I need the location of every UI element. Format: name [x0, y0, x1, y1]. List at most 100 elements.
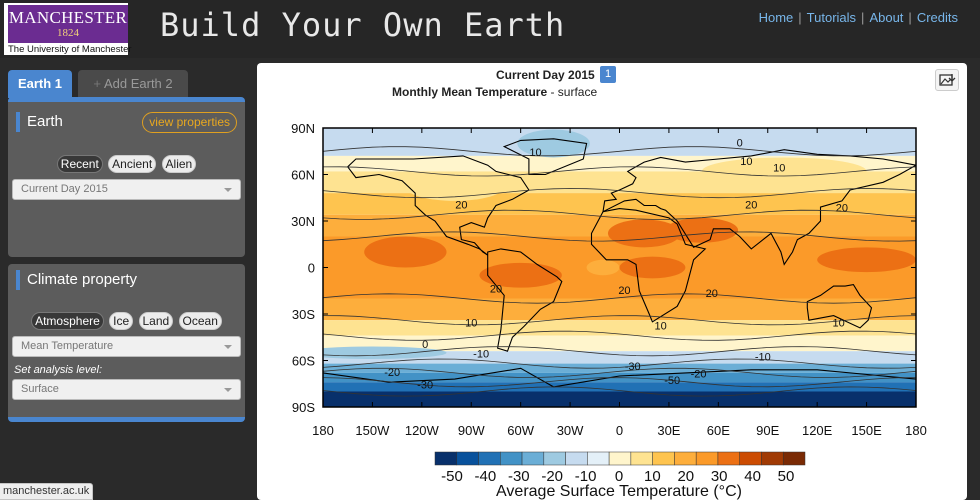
tab-add-earth-2[interactable]: + Add Earth 2 [78, 70, 188, 98]
save-image-button[interactable] [935, 69, 959, 91]
earth-select[interactable]: Current Day 2015 [12, 179, 241, 200]
y-tick-label: 90N [291, 121, 315, 136]
logo-university: The University of Manchester [8, 44, 132, 55]
contour-label: 20 [745, 200, 757, 212]
sphere-button-ocean[interactable]: Ocean [178, 312, 222, 330]
temperature-anomaly [701, 157, 867, 186]
nav-about[interactable]: About [869, 10, 904, 25]
x-tick-label: 0 [616, 423, 623, 438]
level-select[interactable]: Surface [12, 379, 241, 400]
temperature-field [323, 128, 916, 407]
logo-year: 1824 [57, 27, 79, 39]
landmass-outline [323, 367, 916, 407]
sphere-button-atmosphere[interactable]: Atmosphere [31, 312, 104, 330]
sphere-button-group: Atmosphere Ice Land Ocean [8, 312, 245, 330]
contour-line [323, 358, 916, 369]
contour-label: 10 [832, 317, 844, 329]
temperature-band [323, 382, 916, 392]
colorbar-tick-label: -10 [575, 468, 597, 485]
x-tick-label: 120W [405, 423, 440, 438]
plus-icon: + [93, 76, 101, 91]
nav-home[interactable]: Home [758, 10, 794, 25]
temperature-anomaly [817, 247, 916, 273]
colorbar-tick-label: 10 [644, 468, 661, 485]
colorbar-swatch [695, 451, 719, 466]
chevron-down-icon [224, 188, 232, 192]
university-logo[interactable]: MANCHESTER 1824 The University of Manche… [4, 3, 132, 55]
contour-line [323, 386, 916, 397]
map-subtitle-variable: Monthly Mean Temperature [392, 85, 548, 99]
colorbar-swatch [608, 451, 632, 466]
era-button-recent[interactable]: Recent [56, 155, 103, 173]
x-tick-label: 180 [905, 423, 927, 438]
temperature-band [323, 320, 916, 336]
contour-label: -20 [691, 369, 707, 381]
x-tick-label: 90W [458, 423, 485, 438]
earth-panel: Earth view properties Recent Ancient Ali… [8, 97, 245, 257]
app-header: MANCHESTER 1824 The University of Manche… [0, 0, 980, 58]
contour-line [323, 367, 916, 378]
coastlines [323, 138, 916, 407]
view-properties-button[interactable]: view properties [142, 112, 237, 133]
nav-tutorials[interactable]: Tutorials [806, 10, 857, 25]
contour-label: 10 [740, 156, 752, 168]
colorbar-swatch [761, 451, 784, 466]
contour-label: 20 [706, 288, 718, 300]
contour-label: 20 [490, 283, 502, 295]
era-button-alien[interactable]: Alien [161, 155, 197, 173]
colorbar-tick-label: 50 [778, 468, 795, 485]
nav-credits[interactable]: Credits [916, 10, 958, 25]
era-button-ancient[interactable]: Ancient [108, 155, 157, 173]
temperature-band [323, 298, 916, 321]
logo-name: MANCHESTER [8, 8, 128, 27]
contour-lines: 0 10 10 10 20 20 20 20 20 20 10 10 10 0 -10 -10 -20 -20 -3… [323, 138, 916, 397]
colorbar-tick-label: 0 [615, 468, 623, 485]
sphere-button-ice[interactable]: Ice [109, 312, 134, 330]
colorbar-tick-label: -30 [508, 468, 530, 485]
contour-label: -10 [755, 352, 771, 364]
landmass-outline [590, 208, 707, 323]
climate-panel-title: Climate property [16, 270, 137, 290]
contour-line [323, 146, 916, 157]
top-nav: Home | Tutorials | About | Credits [759, 10, 958, 25]
property-select[interactable]: Mean Temperature [12, 336, 241, 357]
contour-label: 0 [737, 138, 743, 150]
nav-separator: | [798, 10, 802, 25]
contour-line [323, 231, 916, 242]
landmass-outline [502, 138, 588, 176]
temperature-anomaly [619, 256, 686, 279]
colorbar-swatch [674, 451, 697, 466]
nav-separator: | [908, 10, 912, 25]
temperature-band [323, 351, 916, 364]
y-tick-label: 30S [292, 307, 315, 322]
map-subtitle: Monthly Mean Temperature - surface [392, 85, 597, 99]
level-select-value: Surface [21, 383, 59, 395]
image-download-icon [939, 74, 956, 86]
chevron-down-icon [224, 345, 232, 349]
earth-panel-title: Earth [16, 112, 63, 132]
temperature-anomaly [364, 236, 447, 268]
colorbar-tick-label: -20 [541, 468, 563, 485]
tab-earth-1[interactable]: Earth 1 [8, 70, 72, 98]
x-tick-label: 30W [557, 423, 584, 438]
contour-label: -30 [625, 361, 641, 373]
colorbar-swatch [652, 451, 675, 466]
sphere-button-land[interactable]: Land [138, 312, 174, 330]
contour-label: -10 [473, 348, 489, 360]
contour-label: 10 [465, 317, 477, 329]
colorbar-swatch [717, 451, 740, 466]
colorbar-tick-label: 40 [744, 468, 761, 485]
status-bar: manchester.ac.uk [0, 483, 94, 500]
colorbar-swatch [739, 451, 762, 466]
contour-line [323, 330, 916, 341]
colorbar-swatch [500, 451, 523, 466]
contour-label: 10 [655, 321, 667, 333]
x-tick-label: 150E [851, 423, 882, 438]
earth-select-value: Current Day 2015 [21, 183, 108, 195]
analysis-level-label: Set analysis level: [14, 364, 103, 376]
colorbar-tick-label: 20 [677, 468, 694, 485]
temperature-anomaly [586, 259, 620, 276]
colorbar-swatch [587, 451, 610, 466]
landmass-outline [806, 283, 873, 329]
